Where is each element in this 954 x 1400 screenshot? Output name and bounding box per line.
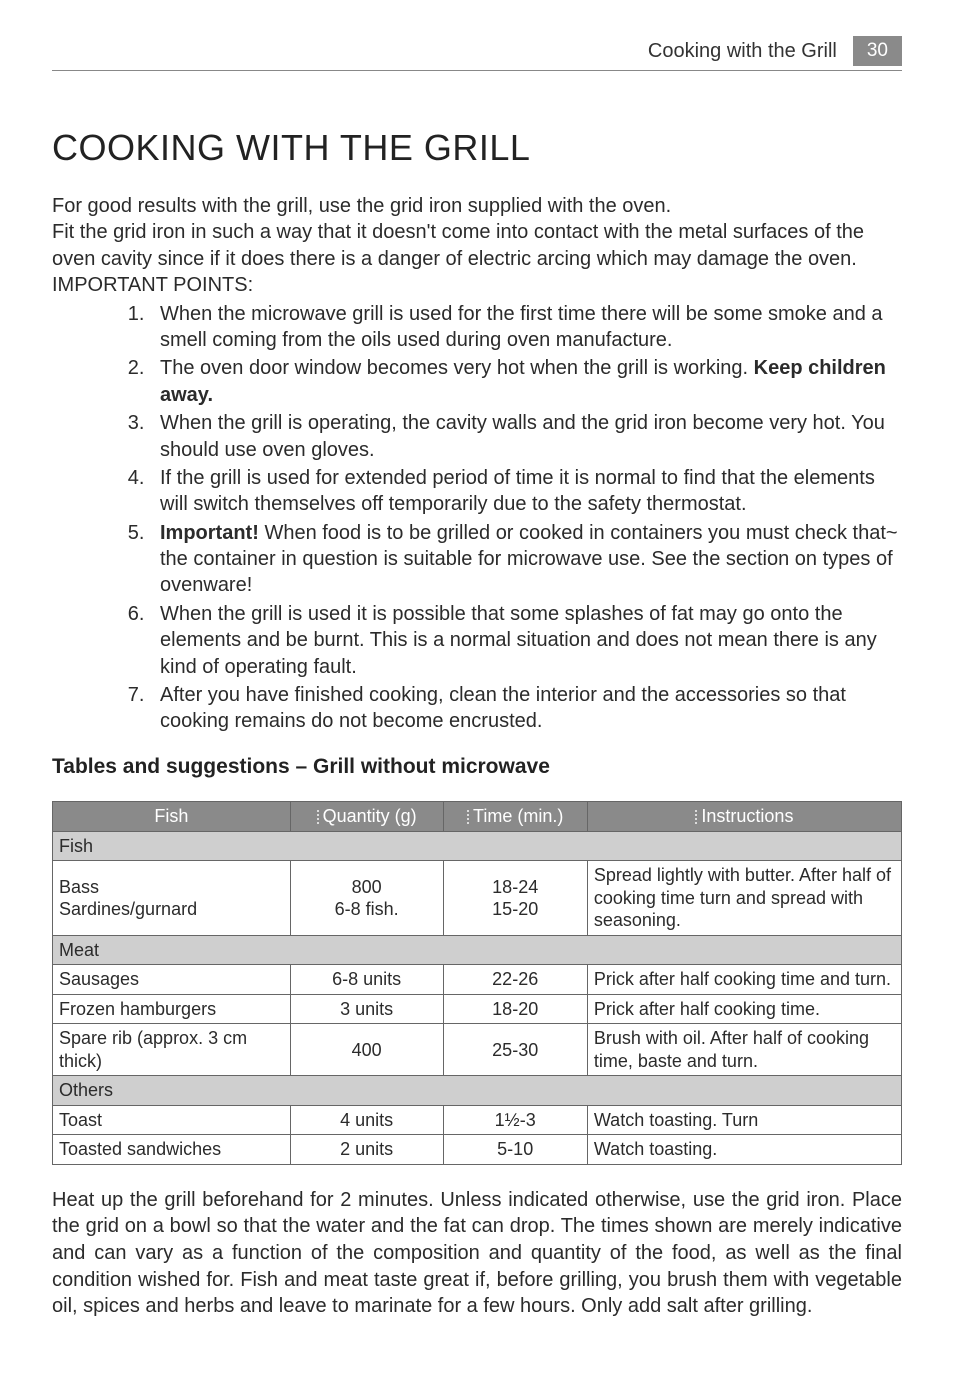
cell-item: Sausages: [53, 965, 291, 995]
cell-instructions: Brush with oil. After half of cooking ti…: [587, 1024, 901, 1076]
table-section-row: Others: [53, 1076, 902, 1106]
cell-item: Toasted sandwiches: [53, 1135, 291, 1165]
list-item: After you have finished cooking, clean t…: [150, 682, 902, 735]
cell-time: 18-20: [443, 994, 587, 1024]
cell-time: 1½-3: [443, 1105, 587, 1135]
table-section-row: Meat: [53, 935, 902, 965]
cell-quantity: 800 6-8 fish.: [290, 861, 443, 936]
cell-instructions: Spread lightly with butter. After half o…: [587, 861, 901, 936]
table-row: Bass Sardines/gurnard800 6-8 fish.18-24 …: [53, 861, 902, 936]
list-item: Important! When food is to be grilled or…: [150, 520, 902, 599]
col-header-item: Fish: [53, 801, 291, 831]
table-heading: Tables and suggestions – Grill without m…: [52, 755, 902, 779]
section-label: Fish: [53, 831, 902, 861]
table-header-row: Fish Quantity (g) Time (min.) Instructio…: [53, 801, 902, 831]
important-points-list: When the microwave grill is used for the…: [52, 301, 902, 735]
footnote: Heat up the grill beforehand for 2 minut…: [52, 1187, 902, 1320]
cell-quantity: 2 units: [290, 1135, 443, 1165]
list-item: When the microwave grill is used for the…: [150, 301, 902, 354]
running-title: Cooking with the Grill: [648, 40, 837, 63]
list-item: When the grill is used it is possible th…: [150, 601, 902, 680]
cell-item: Spare rib (approx. 3 cm thick): [53, 1024, 291, 1076]
cell-quantity: 6-8 units: [290, 965, 443, 995]
col-header-time: Time (min.): [443, 801, 587, 831]
table-row: Sausages6-8 units22-26Prick after half c…: [53, 965, 902, 995]
section-label: Meat: [53, 935, 902, 965]
important-points-label: IMPORTANT POINTS:: [52, 272, 902, 298]
cell-quantity: 4 units: [290, 1105, 443, 1135]
cell-time: 25-30: [443, 1024, 587, 1076]
table-section-row: Fish: [53, 831, 902, 861]
cell-time: 22-26: [443, 965, 587, 995]
cell-instructions: Watch toasting.: [587, 1135, 901, 1165]
page: Cooking with the Grill 30 COOKING WITH T…: [0, 0, 954, 1400]
table-row: Frozen hamburgers3 units18-20Prick after…: [53, 994, 902, 1024]
list-item: The oven door window becomes very hot wh…: [150, 355, 902, 408]
list-item: If the grill is used for extended period…: [150, 465, 902, 518]
table-row: Toast4 units1½-3Watch toasting. Turn: [53, 1105, 902, 1135]
table-row: Spare rib (approx. 3 cm thick)40025-30Br…: [53, 1024, 902, 1076]
col-header-inst: Instructions: [587, 801, 901, 831]
cell-instructions: Prick after half cooking time.: [587, 994, 901, 1024]
cell-instructions: Prick after half cooking time and turn.: [587, 965, 901, 995]
page-title: COOKING WITH THE GRILL: [52, 127, 902, 169]
cell-quantity: 3 units: [290, 994, 443, 1024]
intro-line: Fit the grid iron in such a way that it …: [52, 219, 902, 272]
page-number: 30: [853, 36, 902, 66]
cell-item: Bass Sardines/gurnard: [53, 861, 291, 936]
cell-quantity: 400: [290, 1024, 443, 1076]
grill-table: Fish Quantity (g) Time (min.) Instructio…: [52, 801, 902, 1165]
section-label: Others: [53, 1076, 902, 1106]
cell-item: Frozen hamburgers: [53, 994, 291, 1024]
cell-item: Toast: [53, 1105, 291, 1135]
intro-line: For good results with the grill, use the…: [52, 193, 902, 219]
col-header-qty: Quantity (g): [290, 801, 443, 831]
cell-instructions: Watch toasting. Turn: [587, 1105, 901, 1135]
cell-time: 18-24 15-20: [443, 861, 587, 936]
list-item: When the grill is operating, the cavity …: [150, 410, 902, 463]
intro-block: For good results with the grill, use the…: [52, 193, 902, 299]
cell-time: 5-10: [443, 1135, 587, 1165]
running-header: Cooking with the Grill 30: [52, 0, 902, 71]
table-row: Toasted sandwiches2 units5-10Watch toast…: [53, 1135, 902, 1165]
